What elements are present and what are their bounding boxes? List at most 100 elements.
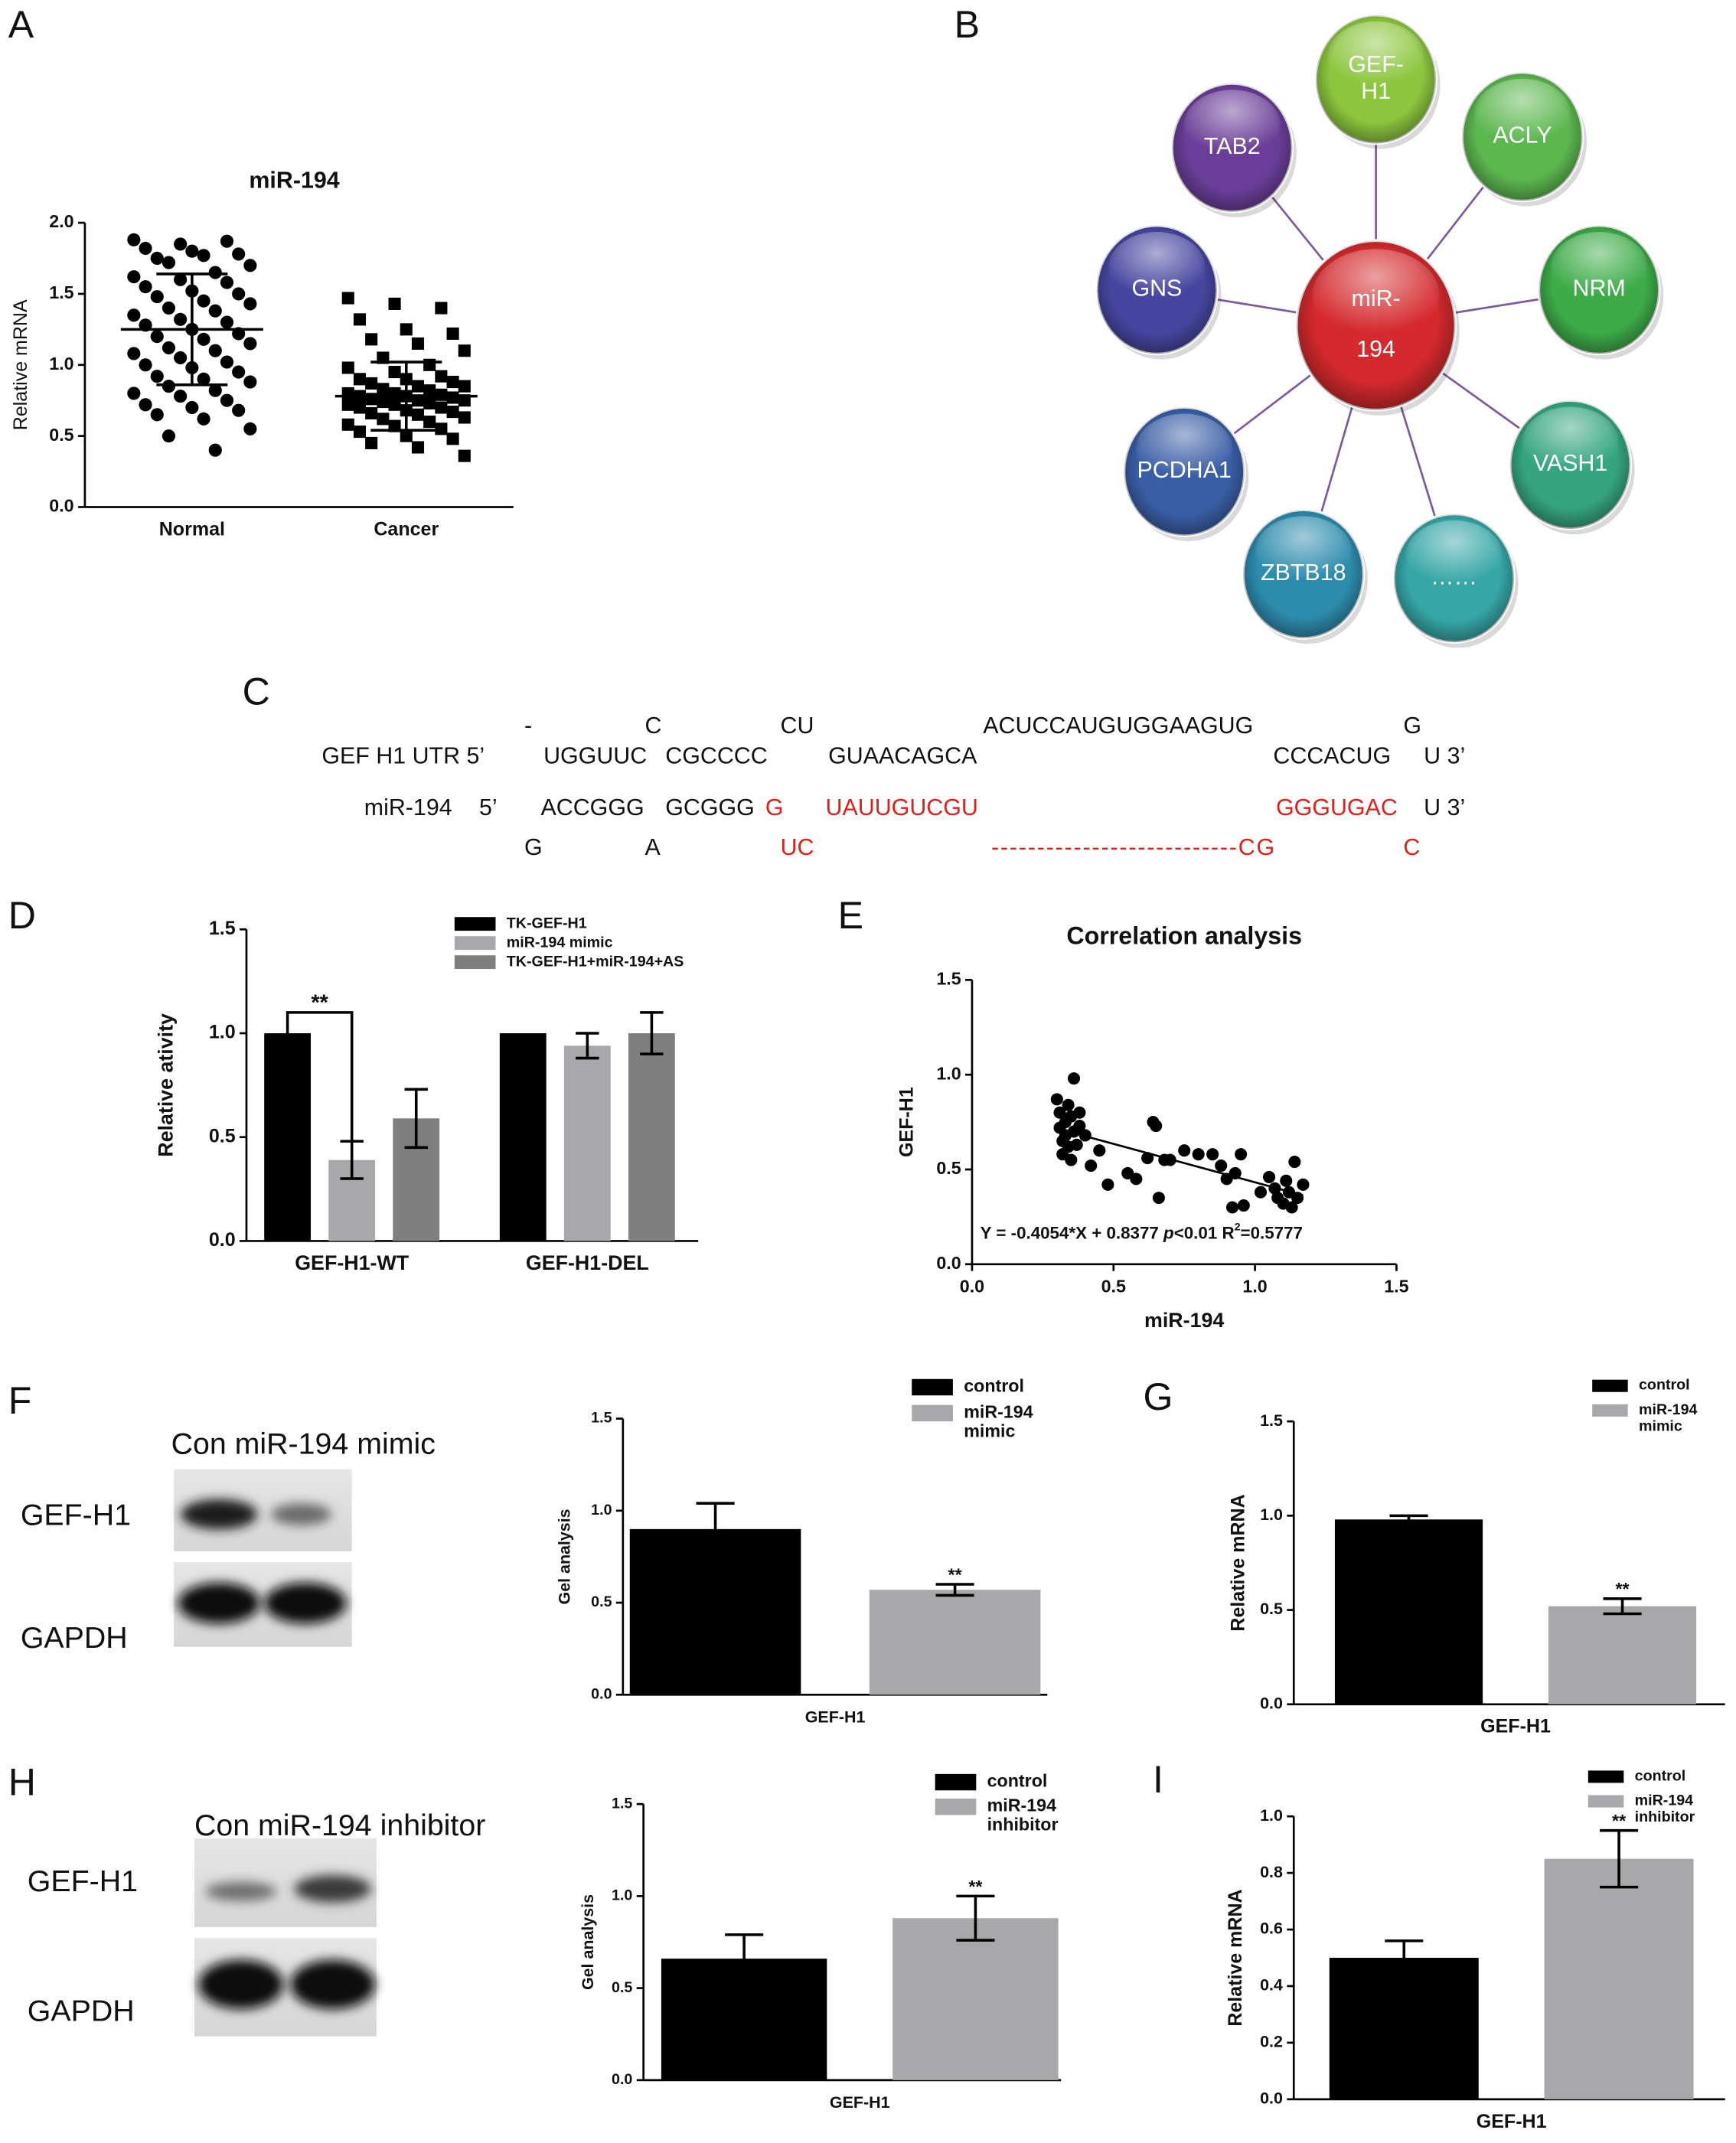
point [208,383,222,397]
y-tick-label: 0.6 [1260,1920,1283,1938]
point [446,432,459,445]
point [423,358,436,371]
y-tick-label: 0.5 [612,1979,632,1996]
chart-title: Correlation analysis [1066,922,1302,950]
x-tick-label: GEF-H1 [1480,1716,1551,1737]
legend-swatch [935,1799,977,1815]
point [243,297,257,311]
y-tick-label: 0.8 [1260,1863,1283,1881]
y-tick-label: 1.0 [1260,1806,1283,1825]
x-tick-label: GEF-H1-DEL [526,1251,649,1274]
point [341,387,354,400]
point [150,370,164,383]
y-tick-label: 1.5 [936,969,961,989]
sequence-text: G [765,794,784,820]
bar [892,1918,1059,2080]
y-tick-label: 0.5 [591,1593,612,1610]
bar [628,1033,675,1241]
annotation: ** [948,1564,963,1584]
significance-bracket [286,1011,354,1142]
y-axis-label: GEF-H1 [896,1087,917,1157]
point [458,411,471,424]
sequence-text: - [524,713,532,739]
sequence-text: A [644,834,661,860]
node-label: ACLY [1493,122,1552,148]
legend-swatch [454,955,496,970]
node-label: GEF- [1348,51,1404,77]
point [1285,1201,1298,1214]
bar [499,1033,547,1241]
node-shine [1327,21,1424,93]
node-label: miR- [1352,285,1401,312]
legend-label: control [987,1771,1048,1791]
x-tick-label: GEF-H1 [1477,2111,1547,2132]
node-shine [1522,406,1619,478]
point [435,401,448,414]
point [1050,1093,1063,1106]
y-tick-label: 0.5 [209,1125,236,1147]
blot-row-label: GAPDH [21,1621,128,1655]
sequence-text: ---------------------------CG [991,834,1274,860]
y-tick-label: 2.0 [49,211,73,231]
sequence-text: GCGGG [665,794,755,820]
panel-label: I [1153,1758,1163,1801]
point [341,361,354,374]
legend-swatch [1588,1795,1624,1808]
point [446,406,459,419]
point [162,341,176,355]
point [411,441,425,454]
point [423,396,436,409]
point [435,388,448,401]
point [411,380,425,393]
point [127,308,141,322]
point [197,294,210,308]
point [423,416,436,429]
point [243,337,257,351]
point [208,443,222,457]
node-label: TAB2 [1204,133,1261,159]
point [197,332,210,346]
point [232,403,246,417]
y-tick-label: 1.0 [49,354,73,373]
point [377,396,390,409]
x-tick-label: GEF-H1 [805,1708,866,1726]
point [1178,1144,1191,1157]
western-blot: Con miR-194 mimic GEF-H1 GAPDH [21,1427,436,1655]
point [208,304,222,318]
node-shine [1474,79,1571,150]
point [435,302,448,315]
point [174,272,188,286]
point [1065,1153,1078,1166]
point [1237,1199,1250,1212]
bar-chart: 0.0 0.5 1.0 1.5 Relative ativity GEF-H1-WT GEF… [154,915,699,1274]
point [220,234,234,248]
y-tick-label: 0.0 [209,1229,236,1251]
point [139,358,152,372]
sequence-text: GUAACAGCA [828,742,977,768]
point [1288,1156,1301,1169]
y-axis-label: Gel analysis [579,1894,597,1990]
point [220,276,234,289]
point [1235,1148,1248,1161]
y-axis-label: Gel analysis [555,1509,573,1604]
sequence-text: ACCGGG [541,794,644,820]
x-axis-label: miR-194 [1144,1309,1224,1332]
point [162,380,176,393]
node-shine [1183,90,1281,161]
y-tick-label: 0.0 [591,1685,612,1702]
point [1215,1159,1228,1173]
node-label: NRM [1573,276,1626,302]
y-tick-label: 0.0 [1260,2089,1283,2108]
blot-row-label: GAPDH [28,1995,135,2028]
sequence-text: U 3’ [1424,742,1465,768]
point [1152,1192,1165,1205]
point [1073,1106,1086,1119]
point [197,412,210,426]
y-tick-label: 1.0 [936,1063,961,1083]
bar [629,1528,801,1695]
point [1053,1106,1066,1119]
point [127,387,141,400]
point [388,297,401,310]
point [220,393,234,407]
point [174,237,188,251]
